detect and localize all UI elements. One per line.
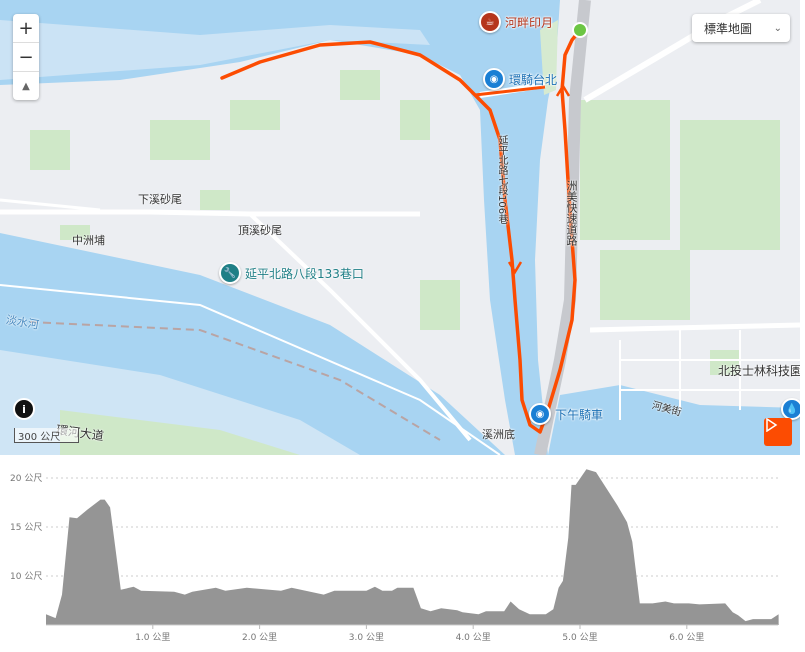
- poi-label: 環騎台北: [509, 72, 558, 87]
- elevation-area: [46, 469, 779, 625]
- cup-icon: ☕: [479, 11, 501, 33]
- play-icon: [766, 418, 778, 432]
- street-label: 洲美快速道路: [565, 180, 578, 246]
- place-label: 頂溪砂尾: [238, 224, 282, 237]
- map-canvas[interactable]: [0, 0, 800, 455]
- x-tick-label: 2.0 公里: [242, 632, 277, 643]
- place-label: 北投士林科技園: [718, 364, 800, 378]
- water-drop-icon[interactable]: 💧: [781, 398, 800, 420]
- map-type-dropdown[interactable]: 標準地圖 ⌄: [692, 14, 790, 42]
- route-branch: [474, 85, 546, 97]
- x-tick-label: 3.0 公里: [349, 632, 384, 643]
- start-marker: [572, 22, 588, 38]
- chevron-down-icon: ⌄: [773, 22, 782, 34]
- y-tick-label: 20 公尺: [10, 473, 42, 484]
- poi-label: 河畔印月: [505, 15, 554, 30]
- elevation-chart[interactable]: 10 公尺 15 公尺 20 公尺 1.0 公里 2.0 公里 3.0 公里 4.0 公里…: [0, 455, 805, 652]
- poi-label: 延平北路八段133巷口: [245, 266, 364, 281]
- info-icon[interactable]: i: [13, 398, 35, 420]
- camera-icon: ◉: [529, 403, 551, 425]
- y-tick-label: 15 公尺: [10, 522, 42, 533]
- poi-marker[interactable]: ◉ 環騎台北: [483, 68, 557, 90]
- poi-marker[interactable]: 🔧 延平北路八段133巷口: [219, 262, 364, 284]
- x-tick-label: 5.0 公里: [562, 632, 597, 643]
- compass-button[interactable]: ▲: [22, 80, 30, 92]
- place-label: 中洲埔: [72, 234, 105, 247]
- poi-label: 下午騎車: [555, 407, 604, 422]
- island: [540, 20, 558, 95]
- place-label: 下溪砂尾: [138, 193, 182, 206]
- street-label: 延平北路七段106巷: [496, 135, 507, 225]
- route-map[interactable]: 下溪砂尾 中洲埔 頂溪砂尾 淡水河 溪洲底 北投士林科技園 河美街 環河大道 延…: [0, 0, 800, 455]
- zoom-control: + − ▲: [13, 14, 39, 100]
- x-tick-label: 4.0 公里: [456, 632, 491, 643]
- y-tick-label: 10 公尺: [10, 571, 42, 582]
- poi-marker[interactable]: ◉ 下午騎車: [529, 403, 603, 425]
- x-tick-label: 6.0 公里: [669, 632, 704, 643]
- scale-bar: 300 公尺: [14, 428, 79, 443]
- route-line: [220, 28, 582, 434]
- direction-arrow-up: [555, 83, 571, 97]
- zoom-in-button[interactable]: +: [18, 17, 34, 39]
- parks: [30, 70, 780, 375]
- dashed-line: [29, 321, 441, 441]
- river-bank-green: [60, 410, 300, 455]
- camera-icon: ◉: [483, 68, 505, 90]
- zoom-out-button[interactable]: −: [18, 46, 34, 68]
- wrench-icon: 🔧: [219, 262, 241, 284]
- map-type-selected: 標準地圖: [704, 21, 753, 36]
- x-tick-label: 1.0 公里: [135, 632, 170, 643]
- poi-marker[interactable]: ☕ 河畔印月: [479, 11, 553, 33]
- river-top-left-light: [0, 20, 430, 80]
- keelung-river: [548, 385, 800, 455]
- place-label: 溪洲底: [482, 428, 515, 441]
- direction-arrow-down: [507, 261, 523, 275]
- play-button[interactable]: [764, 418, 792, 446]
